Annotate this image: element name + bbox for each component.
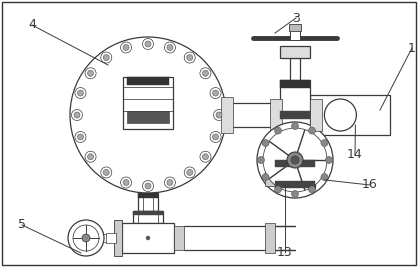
Circle shape bbox=[77, 90, 84, 96]
Bar bbox=[174, 226, 184, 250]
Bar bbox=[127, 111, 169, 123]
Bar bbox=[290, 30, 300, 40]
Text: 14: 14 bbox=[347, 148, 363, 162]
Circle shape bbox=[210, 88, 221, 99]
Bar bbox=[280, 46, 310, 58]
Circle shape bbox=[184, 52, 195, 63]
Circle shape bbox=[164, 42, 176, 53]
Circle shape bbox=[68, 220, 104, 256]
Bar bbox=[127, 77, 169, 85]
Text: 13: 13 bbox=[277, 245, 293, 258]
Bar bbox=[275, 160, 315, 167]
Circle shape bbox=[200, 68, 211, 79]
Circle shape bbox=[85, 151, 96, 162]
Circle shape bbox=[143, 180, 153, 191]
Circle shape bbox=[120, 177, 132, 188]
Circle shape bbox=[73, 225, 99, 251]
Circle shape bbox=[74, 112, 80, 118]
Circle shape bbox=[87, 70, 94, 76]
Circle shape bbox=[103, 54, 109, 61]
Text: 3: 3 bbox=[292, 11, 300, 25]
Circle shape bbox=[262, 174, 269, 180]
Circle shape bbox=[164, 177, 176, 188]
Circle shape bbox=[326, 156, 332, 163]
Bar bbox=[310, 95, 390, 135]
Circle shape bbox=[202, 154, 209, 160]
Bar bbox=[122, 223, 174, 253]
Bar bbox=[275, 181, 315, 188]
Circle shape bbox=[275, 127, 281, 134]
Bar bbox=[310, 99, 322, 131]
Circle shape bbox=[202, 70, 209, 76]
Circle shape bbox=[291, 190, 298, 198]
Circle shape bbox=[291, 123, 298, 129]
Circle shape bbox=[287, 152, 303, 168]
Bar bbox=[280, 111, 310, 119]
Circle shape bbox=[101, 167, 112, 178]
Circle shape bbox=[291, 156, 299, 164]
Circle shape bbox=[257, 156, 265, 163]
Bar bbox=[280, 80, 310, 88]
Circle shape bbox=[82, 234, 90, 242]
Circle shape bbox=[184, 167, 195, 178]
Bar bbox=[123, 77, 173, 129]
Circle shape bbox=[216, 112, 222, 118]
Text: 4: 4 bbox=[28, 18, 36, 32]
Circle shape bbox=[103, 170, 109, 175]
Circle shape bbox=[262, 139, 269, 147]
Circle shape bbox=[71, 109, 82, 120]
Bar bbox=[265, 162, 275, 186]
Bar bbox=[275, 160, 315, 188]
Bar bbox=[280, 142, 310, 150]
Circle shape bbox=[263, 128, 327, 192]
Circle shape bbox=[212, 90, 219, 96]
Bar bbox=[106, 233, 116, 243]
Circle shape bbox=[167, 45, 173, 50]
Bar bbox=[133, 211, 163, 223]
Bar bbox=[278, 150, 313, 160]
Circle shape bbox=[200, 151, 211, 162]
Text: 5: 5 bbox=[18, 218, 26, 231]
Circle shape bbox=[321, 139, 328, 147]
Circle shape bbox=[87, 154, 94, 160]
Bar bbox=[270, 99, 282, 131]
Circle shape bbox=[324, 99, 357, 131]
Bar bbox=[138, 193, 158, 211]
Text: 16: 16 bbox=[362, 179, 378, 191]
Circle shape bbox=[321, 174, 328, 180]
Circle shape bbox=[77, 134, 84, 140]
Circle shape bbox=[75, 131, 86, 142]
Circle shape bbox=[123, 45, 129, 50]
Bar bbox=[133, 211, 163, 215]
Circle shape bbox=[214, 109, 224, 120]
Circle shape bbox=[308, 186, 316, 193]
Bar bbox=[114, 220, 122, 256]
Bar bbox=[289, 24, 301, 31]
Text: 1: 1 bbox=[408, 41, 416, 54]
Circle shape bbox=[85, 68, 96, 79]
Bar bbox=[265, 223, 275, 253]
Circle shape bbox=[212, 134, 219, 140]
Circle shape bbox=[145, 41, 151, 47]
Circle shape bbox=[101, 52, 112, 63]
Bar bbox=[290, 58, 300, 80]
Circle shape bbox=[187, 170, 193, 175]
Bar bbox=[280, 80, 310, 150]
Circle shape bbox=[275, 186, 281, 193]
Circle shape bbox=[123, 179, 129, 186]
Circle shape bbox=[167, 179, 173, 186]
Circle shape bbox=[146, 236, 150, 240]
Circle shape bbox=[308, 127, 316, 134]
Circle shape bbox=[257, 122, 333, 198]
Circle shape bbox=[70, 37, 226, 193]
Circle shape bbox=[187, 54, 193, 61]
Circle shape bbox=[210, 131, 221, 142]
Bar bbox=[221, 97, 233, 133]
Circle shape bbox=[120, 42, 132, 53]
Bar bbox=[138, 193, 158, 198]
Circle shape bbox=[143, 38, 153, 49]
Circle shape bbox=[75, 88, 86, 99]
Circle shape bbox=[145, 183, 151, 189]
